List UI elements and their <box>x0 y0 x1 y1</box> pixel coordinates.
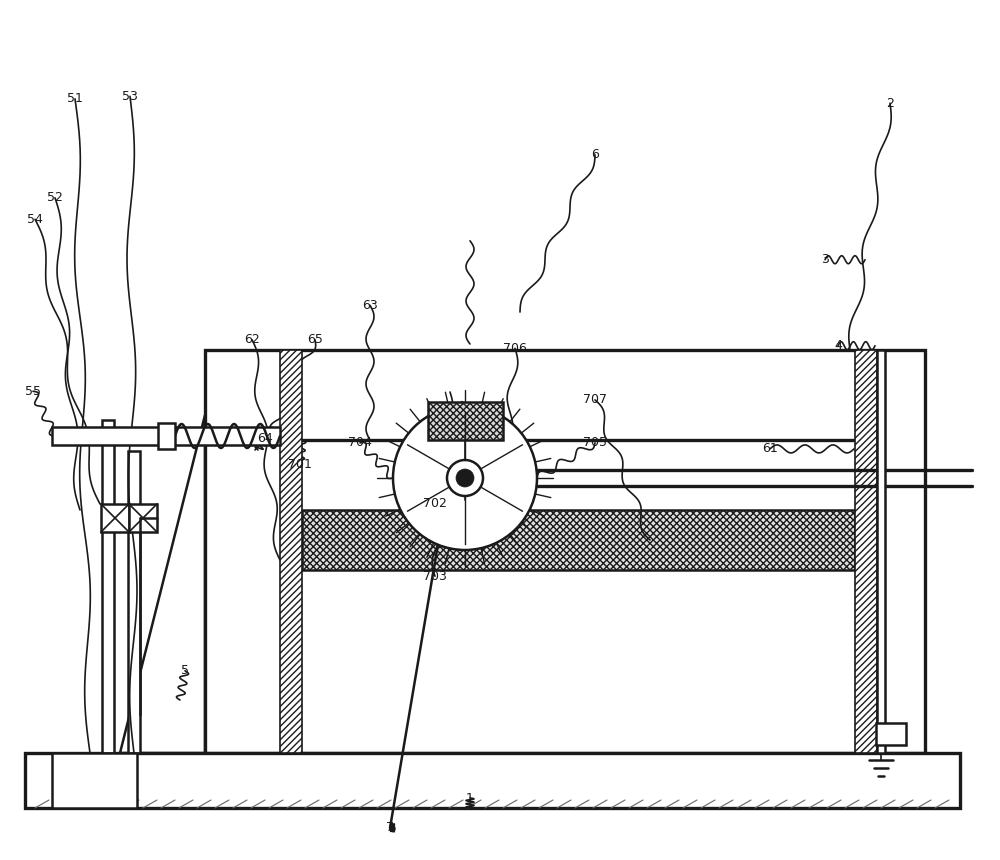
Text: 7: 7 <box>386 820 394 834</box>
Text: 52: 52 <box>47 191 63 205</box>
Text: 707: 707 <box>583 393 607 407</box>
Text: 54: 54 <box>27 212 43 226</box>
Text: 2: 2 <box>886 96 894 110</box>
Text: 62: 62 <box>244 333 260 347</box>
Text: 703: 703 <box>423 569 447 583</box>
Text: 51: 51 <box>67 92 83 106</box>
Text: 64: 64 <box>257 432 273 445</box>
Bar <box>205 350 925 753</box>
Bar <box>52 753 137 808</box>
Text: 6: 6 <box>591 148 599 162</box>
Text: 702: 702 <box>423 496 447 510</box>
Bar <box>25 753 960 808</box>
Text: 5: 5 <box>181 664 189 678</box>
Circle shape <box>393 406 537 550</box>
Bar <box>129 504 157 532</box>
Text: 701: 701 <box>288 458 312 471</box>
Bar <box>52 427 280 445</box>
Bar <box>877 350 885 753</box>
Bar <box>101 504 129 532</box>
Bar <box>128 451 140 753</box>
Text: 1: 1 <box>466 791 474 805</box>
Circle shape <box>456 469 474 487</box>
Text: 3: 3 <box>821 253 829 267</box>
Text: 63: 63 <box>362 298 378 312</box>
Text: 53: 53 <box>122 89 138 103</box>
Bar <box>158 423 175 449</box>
Text: 55: 55 <box>25 384 41 398</box>
Text: 706: 706 <box>503 341 527 355</box>
Text: 705: 705 <box>583 436 607 450</box>
Bar <box>280 350 302 753</box>
Bar <box>876 723 906 745</box>
Text: 61: 61 <box>762 442 778 456</box>
Bar <box>428 402 503 440</box>
Bar <box>102 420 114 753</box>
Text: 65: 65 <box>307 333 323 347</box>
Circle shape <box>447 460 483 496</box>
Bar <box>302 510 855 570</box>
Bar <box>855 350 877 753</box>
Text: 704: 704 <box>348 436 372 450</box>
Text: 4: 4 <box>834 339 842 353</box>
